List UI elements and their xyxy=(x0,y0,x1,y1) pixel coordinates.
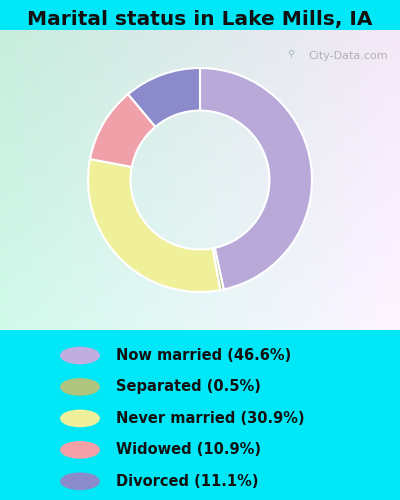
Wedge shape xyxy=(212,248,224,290)
Wedge shape xyxy=(128,68,200,127)
Wedge shape xyxy=(200,68,312,290)
Circle shape xyxy=(61,348,99,364)
Circle shape xyxy=(61,379,99,395)
Text: Widowed (10.9%): Widowed (10.9%) xyxy=(116,442,261,458)
Text: Never married (30.9%): Never married (30.9%) xyxy=(116,411,305,426)
Wedge shape xyxy=(90,94,156,167)
Circle shape xyxy=(61,410,99,426)
Text: ⚲: ⚲ xyxy=(287,50,294,59)
Text: City-Data.com: City-Data.com xyxy=(308,51,388,61)
Text: Marital status in Lake Mills, IA: Marital status in Lake Mills, IA xyxy=(27,10,373,29)
Wedge shape xyxy=(88,159,220,292)
Text: Divorced (11.1%): Divorced (11.1%) xyxy=(116,474,258,489)
Circle shape xyxy=(61,442,99,458)
Circle shape xyxy=(61,473,99,490)
Text: Now married (46.6%): Now married (46.6%) xyxy=(116,348,291,363)
Text: Separated (0.5%): Separated (0.5%) xyxy=(116,380,261,394)
